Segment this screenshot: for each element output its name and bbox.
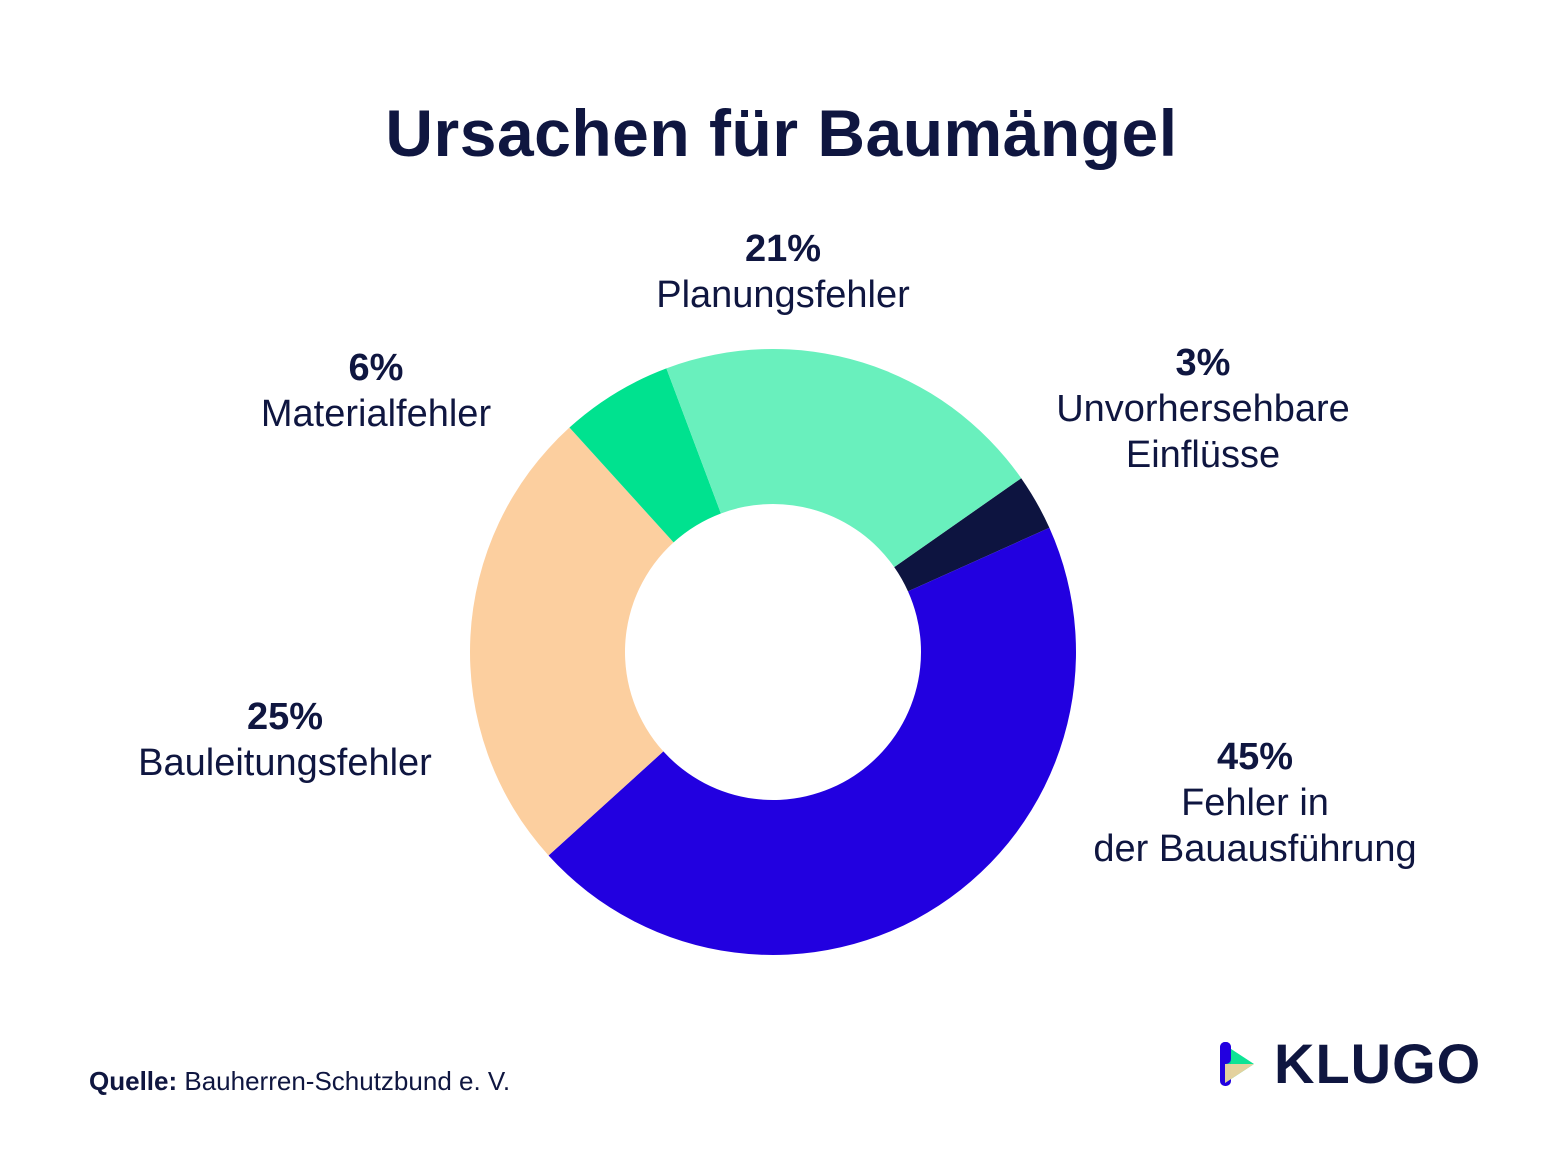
- slice-label-materialfehler: 6% Materialfehler: [196, 345, 556, 437]
- slice-value-label: 21%: [744, 228, 822, 270]
- slice-name-label: Planungsfehler: [656, 274, 910, 316]
- slice-name-label: Unvorhersehbare Einflüsse: [1056, 388, 1350, 476]
- donut-slice-3: [569, 368, 721, 543]
- source-note: Quelle: Bauherren-Schutzbund e. V.: [89, 1066, 510, 1097]
- source-text: Bauherren-Schutzbund e. V.: [184, 1066, 511, 1096]
- slice-value-label: 25%: [246, 696, 324, 738]
- slice-label-bauausfuehrung: 45% Fehler in der Bauausführung: [1030, 734, 1480, 872]
- slice-value-label: 45%: [1216, 736, 1294, 778]
- slice-value-label: 3%: [1175, 342, 1231, 384]
- brand-name: KLUGO: [1274, 1032, 1482, 1095]
- donut-slice-1: [548, 527, 1076, 955]
- slice-name-label: Materialfehler: [260, 393, 492, 435]
- slice-label-bauleitungsfehler: 25% Bauleitungsfehler: [70, 694, 500, 786]
- slice-name-label: Fehler in der Bauausführung: [1093, 782, 1417, 870]
- brand-logo: KLUGO: [1218, 1032, 1482, 1095]
- donut-slice-4: [666, 349, 1022, 568]
- donut-slice-0: [894, 478, 1050, 592]
- slice-label-planungsfehler: 21% Planungsfehler: [583, 226, 983, 318]
- slice-name-label: Bauleitungsfehler: [138, 742, 432, 784]
- donut-slice-2: [470, 427, 674, 856]
- slice-value-label: 6%: [348, 347, 404, 389]
- source-label: Quelle:: [89, 1066, 178, 1096]
- klugo-play-logo-icon: [1220, 1042, 1254, 1086]
- chart-title: Ursachen für Baumängel: [385, 96, 1178, 170]
- slice-label-unvorhersehbare: 3% Unvorhersehbare Einflüsse: [1003, 340, 1403, 478]
